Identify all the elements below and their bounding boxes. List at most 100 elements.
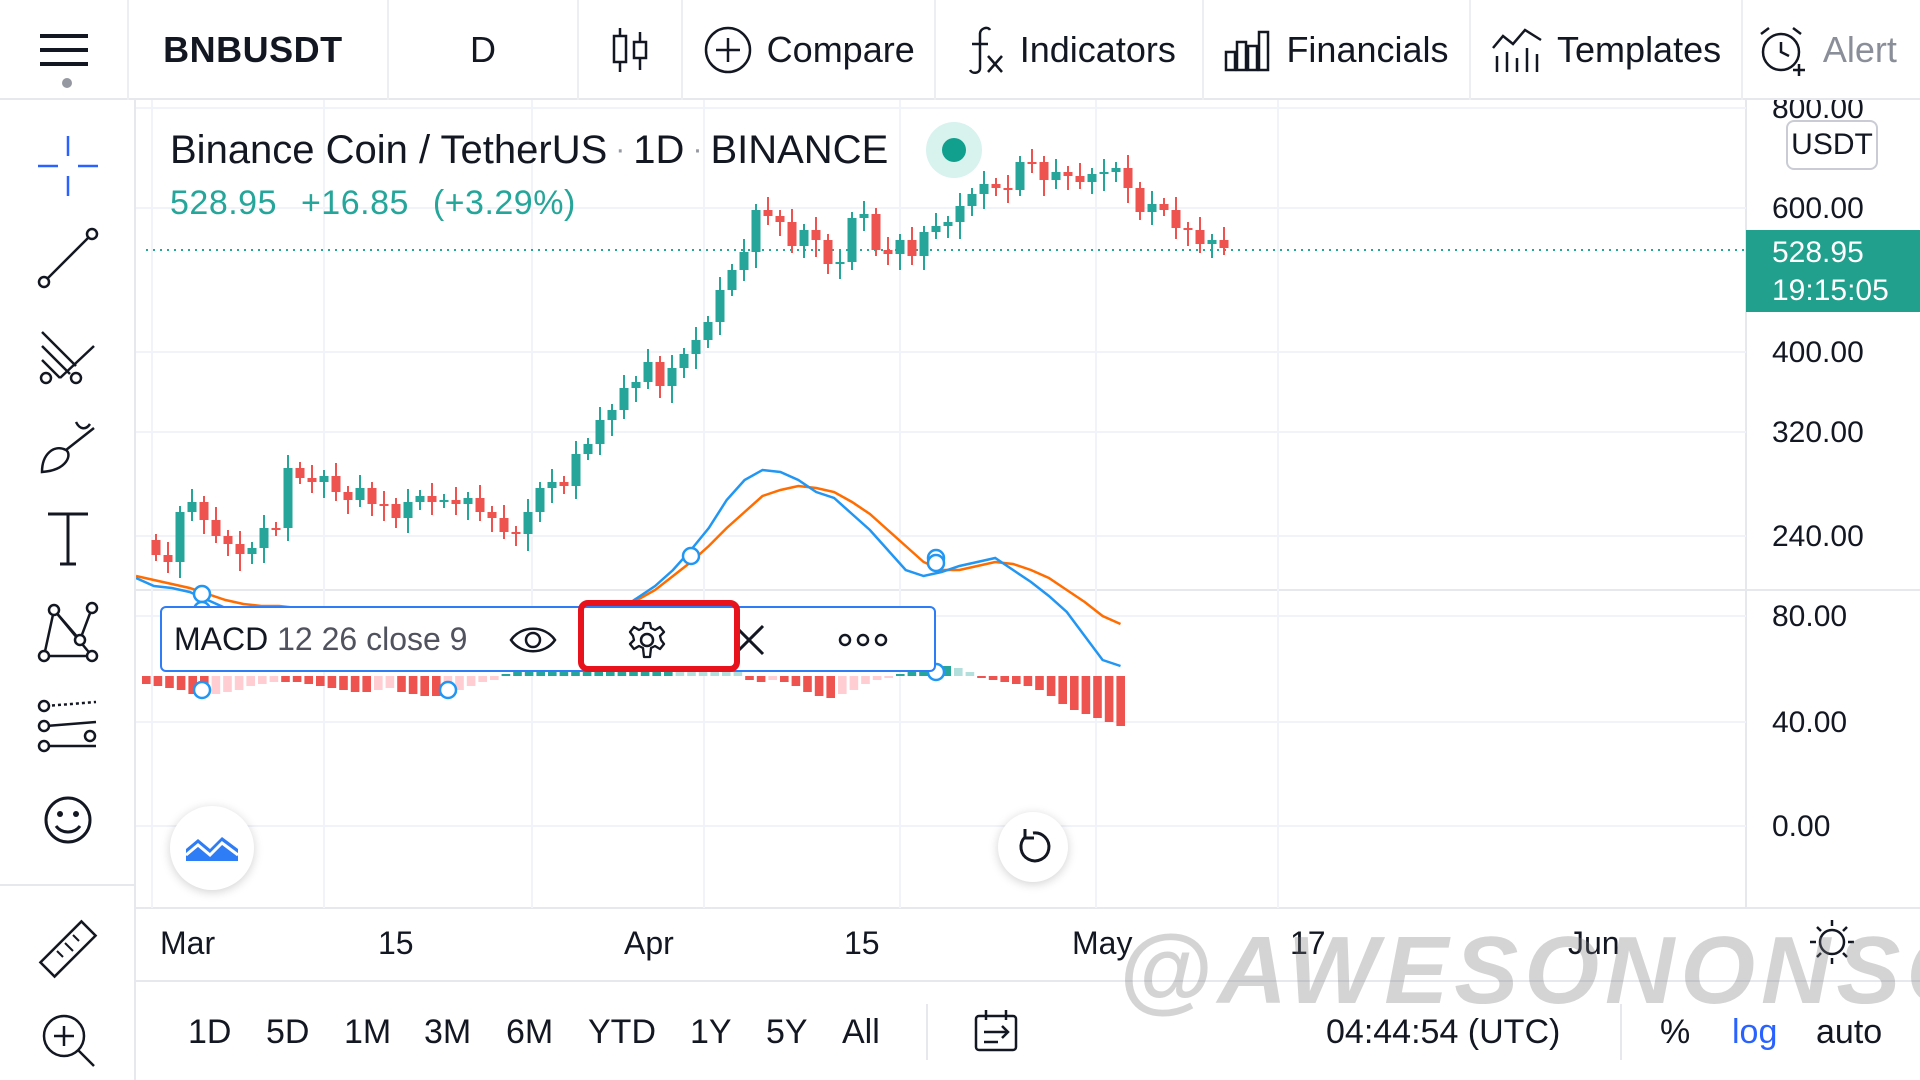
candles-series[interactable] — [151, 149, 1229, 578]
candle[interactable] — [955, 193, 965, 239]
crosshair-tool[interactable] — [28, 126, 108, 206]
candle[interactable] — [1039, 156, 1049, 196]
line-handle[interactable] — [681, 546, 701, 566]
candle[interactable] — [967, 188, 977, 216]
text-tool[interactable] — [28, 498, 108, 578]
candle[interactable] — [871, 208, 881, 256]
candle[interactable] — [367, 482, 377, 516]
prediction-tool[interactable] — [28, 686, 108, 766]
currency-button[interactable]: USDT — [1786, 120, 1878, 170]
macd-more-button[interactable] — [828, 614, 898, 666]
candle[interactable] — [151, 534, 161, 561]
market-status-icon[interactable] — [926, 122, 983, 178]
candle[interactable] — [979, 171, 989, 209]
zoom-in-tool[interactable] — [28, 1000, 108, 1080]
alert-button[interactable]: Alert — [1743, 0, 1920, 100]
candle[interactable] — [271, 522, 281, 536]
candle[interactable] — [307, 465, 317, 493]
templates-button[interactable]: Templates — [1471, 0, 1743, 100]
range-5y-button[interactable]: 5Y — [766, 982, 808, 1080]
candle[interactable] — [823, 234, 833, 274]
measure-tool[interactable] — [28, 910, 108, 990]
menu-button[interactable] — [0, 0, 130, 100]
candle[interactable] — [247, 542, 257, 564]
object-tree-button[interactable] — [170, 806, 254, 890]
line-handle[interactable] — [192, 584, 212, 604]
candle[interactable] — [1135, 182, 1145, 220]
range-1d-button[interactable]: 1D — [188, 982, 231, 1080]
candle[interactable] — [535, 482, 545, 522]
candle[interactable] — [511, 526, 521, 546]
candle[interactable] — [1027, 149, 1037, 173]
trend-line-tool[interactable] — [28, 218, 108, 298]
candle[interactable] — [187, 489, 197, 521]
candle[interactable] — [691, 327, 701, 369]
candle[interactable] — [223, 530, 233, 556]
candle[interactable] — [679, 348, 689, 378]
go-to-date-button[interactable] — [972, 982, 1020, 1080]
candle[interactable] — [571, 441, 581, 499]
candle[interactable] — [163, 542, 173, 573]
candle[interactable] — [1171, 197, 1181, 239]
range-6m-button[interactable]: 6M — [506, 982, 553, 1080]
candle[interactable] — [991, 178, 1001, 196]
range-all-button[interactable]: All — [842, 982, 880, 1080]
candle[interactable] — [283, 455, 293, 541]
candle[interactable] — [547, 469, 557, 503]
candle[interactable] — [1111, 162, 1121, 182]
candle[interactable] — [259, 515, 269, 563]
reset-chart-button[interactable] — [998, 812, 1068, 882]
candle[interactable] — [1087, 168, 1097, 194]
range-3m-button[interactable]: 3M — [424, 982, 471, 1080]
candle[interactable] — [199, 496, 209, 534]
candle[interactable] — [1051, 159, 1061, 189]
macd-legend[interactable]: MACD 12 26 close 9 — [160, 606, 936, 672]
emoji-tool[interactable] — [28, 780, 108, 860]
candle[interactable] — [415, 490, 425, 510]
candle[interactable] — [403, 489, 413, 533]
candle[interactable] — [1159, 198, 1169, 216]
symbol-search-button[interactable]: BNBUSDT — [129, 0, 390, 100]
candle[interactable] — [1195, 217, 1205, 253]
candle[interactable] — [319, 470, 329, 498]
financials-button[interactable]: Financials — [1204, 0, 1472, 100]
auto-scale-toggle[interactable]: auto — [1816, 982, 1882, 1080]
candle[interactable] — [451, 487, 461, 515]
candle[interactable] — [715, 277, 725, 335]
candle[interactable] — [295, 462, 305, 484]
candle[interactable] — [835, 249, 845, 279]
candle[interactable] — [739, 239, 749, 281]
candle[interactable] — [643, 349, 653, 389]
candle[interactable] — [895, 234, 905, 270]
candle[interactable] — [1123, 155, 1133, 203]
pattern-tool[interactable] — [28, 592, 108, 672]
line-handle[interactable] — [926, 553, 946, 573]
candle[interactable] — [775, 210, 785, 236]
candle[interactable] — [919, 226, 929, 270]
range-1m-button[interactable]: 1M — [344, 982, 391, 1080]
candle[interactable] — [235, 531, 245, 571]
candle[interactable] — [1207, 234, 1217, 258]
candle[interactable] — [595, 407, 605, 455]
indicators-button[interactable]: Indicators — [936, 0, 1204, 100]
candle[interactable] — [475, 485, 485, 521]
candle[interactable] — [943, 216, 953, 238]
candle[interactable] — [655, 356, 665, 398]
chart-canvas[interactable]: 800.00 600.00 400.00 320.00 240.00 80.00… — [136, 100, 1920, 980]
candle[interactable] — [439, 494, 449, 508]
candle[interactable] — [703, 316, 713, 348]
candle[interactable] — [523, 499, 533, 551]
candle[interactable] — [379, 491, 389, 521]
candle[interactable] — [1219, 227, 1229, 255]
candle[interactable] — [667, 355, 677, 403]
candle[interactable] — [787, 209, 797, 253]
candle[interactable] — [763, 197, 773, 225]
timezone-button[interactable]: 04:44:54 (UTC) — [1326, 982, 1560, 1080]
candle[interactable] — [727, 264, 737, 296]
series-legend[interactable]: Binance Coin / TetherUS · 1D · BINANCE — [170, 122, 983, 178]
range-ytd-button[interactable]: YTD — [588, 982, 656, 1080]
candle[interactable] — [331, 463, 341, 501]
candle[interactable] — [859, 201, 869, 231]
candle[interactable] — [487, 506, 497, 532]
candle[interactable] — [499, 505, 509, 539]
